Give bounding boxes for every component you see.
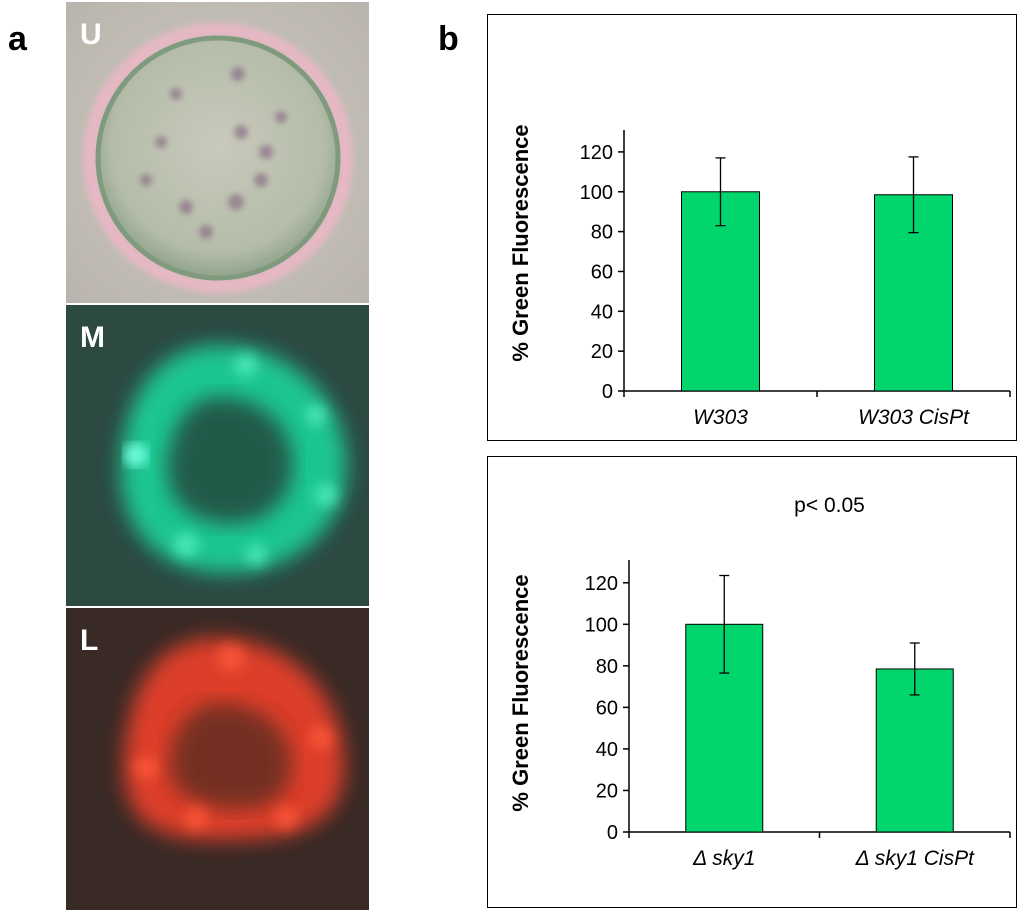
y-tick-label: 80: [596, 656, 618, 678]
x-category-label: W303: [693, 406, 748, 429]
y-tick-label: 20: [591, 341, 613, 363]
y-tick-label: 80: [591, 222, 613, 244]
y-tick-label: 20: [596, 780, 618, 802]
panel-label-b: b: [438, 20, 459, 58]
y-tick-label: 120: [585, 573, 618, 595]
y-tick-label: 60: [591, 261, 613, 283]
x-category-label: Δ sky1 CisPt: [855, 847, 975, 870]
y-tick-label: 40: [596, 739, 618, 761]
micrograph-red: L: [66, 608, 369, 910]
y-tick-label: 60: [596, 697, 618, 719]
micrograph-green: M: [66, 305, 369, 606]
y-tick-label: 40: [591, 301, 613, 323]
y-axis-label: % Green Fluorescence: [508, 574, 533, 811]
micrograph-label: L: [80, 624, 99, 657]
y-tick-label: 100: [585, 614, 618, 636]
micrograph-label: U: [80, 18, 102, 51]
significance-annotation: p< 0.05: [794, 494, 865, 517]
y-tick-label: 0: [602, 381, 613, 403]
y-tick-label: 0: [607, 822, 618, 844]
y-tick-label: 100: [580, 182, 613, 204]
bar-chart-wild-type: % Green Fluorescence 0 20 40 60 80 100 120 W303 W…: [487, 14, 1017, 441]
y-tick-label: 120: [580, 142, 613, 164]
y-axis-label: % Green Fluorescence: [508, 124, 533, 361]
micrograph-brightfield: U: [66, 2, 369, 303]
micrograph-label: M: [80, 321, 105, 354]
panel-label-a: a: [8, 20, 27, 58]
x-category-label: Δ sky1: [692, 847, 755, 870]
bar-chart-sky1-deletion: p< 0.05 % Green Fluorescence 0 20 40 60 80 100 1…: [487, 456, 1017, 908]
x-category-label: W303 CisPt: [858, 406, 970, 429]
